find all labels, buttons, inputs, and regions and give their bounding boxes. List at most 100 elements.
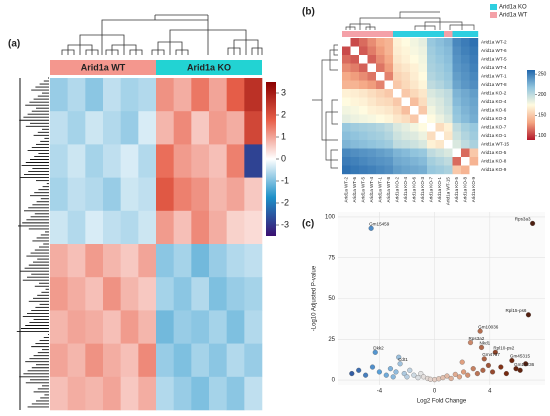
point <box>393 369 399 375</box>
heatmap-cell <box>384 63 394 73</box>
heatmap-cell <box>410 106 419 115</box>
heatmap-cell <box>410 131 419 141</box>
heatmap-cell <box>410 97 419 107</box>
heatmap-cell <box>103 210 121 245</box>
heatmap-cell <box>410 46 419 56</box>
heatmap-cell <box>342 165 351 175</box>
heatmap-cell <box>226 78 245 112</box>
heatmap-cell <box>401 72 411 81</box>
heatmap-cell <box>461 165 470 175</box>
heatmap-cell <box>226 210 245 245</box>
heatmap-cell <box>350 72 360 81</box>
point <box>404 374 410 380</box>
point <box>432 377 438 383</box>
heatmap-cell <box>367 106 377 115</box>
heatmap-cell <box>156 310 174 344</box>
heatmap-cell <box>393 72 402 81</box>
heatmap-cell <box>418 80 428 90</box>
heatmap-cell <box>120 310 139 344</box>
heatmap-cell <box>427 80 436 90</box>
heatmap-cell <box>103 177 121 212</box>
column-label: Arid1a KO-9 <box>471 177 476 203</box>
heatmap-cell <box>427 157 436 166</box>
heatmap-cell <box>191 144 210 178</box>
annotation-bar <box>376 31 385 37</box>
heatmap-cell <box>401 106 411 115</box>
heatmap-cell <box>342 63 351 73</box>
heatmap-cell <box>452 46 462 56</box>
heatmap-cell <box>444 89 453 98</box>
point <box>368 225 374 231</box>
heatmap-cell <box>401 89 411 98</box>
group-label: Arid1a KO <box>187 62 231 72</box>
heatmap-cell <box>410 63 419 73</box>
heatmap-cell <box>342 114 351 124</box>
point <box>523 361 529 367</box>
heatmap-cell <box>410 148 419 158</box>
heatmap-cell <box>50 310 68 344</box>
annotation-bar <box>452 31 462 37</box>
heatmap-cell <box>461 157 470 166</box>
heatmap-cell <box>103 111 121 145</box>
heatmap-cell <box>410 72 419 81</box>
point <box>467 340 474 346</box>
heatmap-cell <box>50 376 68 411</box>
heatmap-cell <box>427 97 436 107</box>
heatmap-cell <box>342 148 351 158</box>
heatmap-cell <box>67 177 86 212</box>
heatmap-cell <box>342 97 351 107</box>
heatmap-cell <box>367 123 377 132</box>
heatmap-cell <box>67 244 86 278</box>
heatmap-cell <box>103 310 121 344</box>
heatmap-cell <box>393 46 402 56</box>
heatmap-cell <box>367 55 377 64</box>
heatmap-cell <box>376 63 385 73</box>
heatmap-cell <box>244 376 263 411</box>
heatmap-cell <box>435 46 445 56</box>
heatmap-cell <box>401 157 411 166</box>
heatmap-cell <box>367 165 377 175</box>
heatmap-cell <box>384 131 394 141</box>
heatmap-cell <box>209 78 227 112</box>
heatmap-cell <box>350 63 360 73</box>
point <box>485 362 491 368</box>
point <box>474 371 480 377</box>
heatmap-cell <box>418 165 428 175</box>
heatmap-cell <box>427 140 436 149</box>
heatmap-cell <box>376 157 385 166</box>
heatmap-cell <box>469 80 479 90</box>
heatmap-cell <box>418 131 428 141</box>
x-tick-label: 0 <box>433 389 437 395</box>
heatmap-cell <box>427 114 436 124</box>
heatmap-cell <box>384 80 394 90</box>
heatmap-cell <box>209 376 227 411</box>
heatmap-cell <box>191 111 210 145</box>
heatmap-cell <box>244 78 263 112</box>
point <box>465 372 471 378</box>
annotation-bar <box>393 31 402 37</box>
heatmap-cell <box>226 144 245 178</box>
heatmap-cell <box>156 376 174 411</box>
heatmap-cell <box>427 165 436 175</box>
heatmap-cell <box>244 310 263 344</box>
point <box>349 371 355 377</box>
heatmap-cell <box>138 376 157 411</box>
heatmap-cell <box>226 343 245 378</box>
heatmap-cell <box>173 310 192 344</box>
point <box>470 366 476 372</box>
heatmap-cell <box>401 55 411 64</box>
point <box>415 375 421 381</box>
heatmap-cell <box>50 177 68 212</box>
heatmap-cell <box>376 106 385 115</box>
point <box>444 373 450 379</box>
point <box>387 366 393 372</box>
annotation-bar <box>427 31 436 37</box>
group-bar <box>156 60 262 75</box>
heatmap-cell <box>452 89 462 98</box>
heatmap-cell <box>444 80 453 90</box>
heatmap-cell <box>350 55 360 64</box>
heatmap-cell <box>444 157 453 166</box>
heatmap-cell <box>138 210 157 245</box>
point <box>372 349 378 355</box>
column-label: Arid1a WT-1 <box>377 177 382 203</box>
